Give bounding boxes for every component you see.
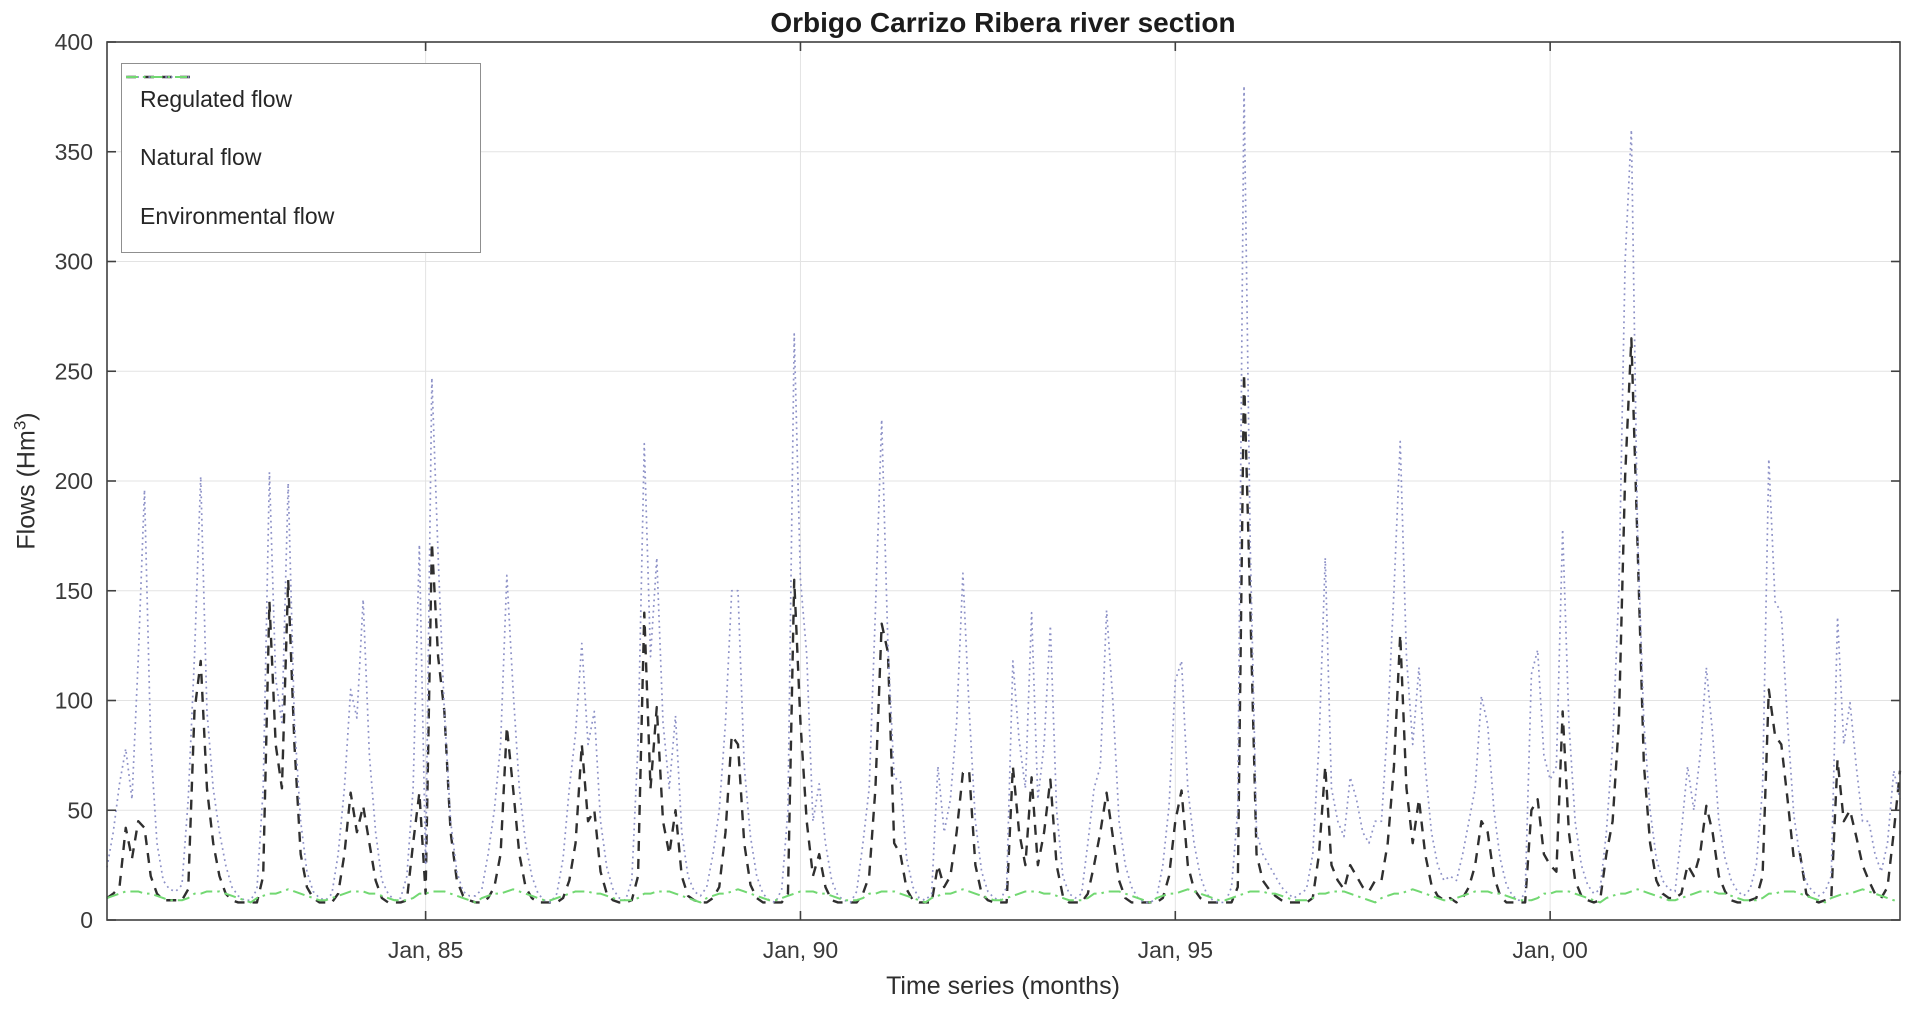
regulated-flow-line [106, 337, 1902, 904]
legend-label: Natural flow [140, 144, 262, 171]
environmental-flow-line [106, 888, 1900, 904]
x-tick-label: Jan, 90 [763, 937, 838, 963]
y-tick-label: 350 [55, 139, 93, 165]
y-axis-label-superscript: 3 [10, 420, 30, 431]
legend-item-natural-flow: Natural flow [122, 76, 480, 171]
x-axis-label: Time series (months) [886, 972, 1120, 1000]
y-tick-label: 0 [80, 907, 93, 933]
legend-label: Environmental flow [140, 203, 335, 230]
y-tick-label: 250 [55, 358, 93, 384]
y-tick-label: 200 [55, 468, 93, 494]
y-axis-label-suffix: ) [12, 412, 41, 421]
environmental-flow-line-sample [126, 76, 190, 78]
y-tick-label: 50 [67, 797, 93, 823]
y-axis-label: Flows (Hm3) [10, 412, 41, 549]
x-tick-label: Jan, 85 [388, 937, 463, 963]
y-axis-label-text: Flows (Hm [12, 430, 41, 550]
y-tick-label: 300 [55, 249, 93, 275]
y-tick-label: 400 [55, 29, 93, 55]
y-tick-label: 100 [55, 688, 93, 714]
chart-title: Orbigo Carrizo Ribera river section [770, 7, 1236, 38]
legend-label: Regulated flow [140, 85, 293, 112]
y-tick-label: 150 [55, 578, 93, 604]
legend-box: Regulated flow Natural flow Environmental … [121, 63, 481, 253]
legend-item-regulated-flow: Regulated flow [122, 75, 480, 113]
x-tick-label: Jan, 00 [1512, 937, 1587, 963]
legend-item-environmental-flow: Environmental flow [122, 76, 480, 230]
x-tick-label: Jan, 95 [1138, 937, 1213, 963]
